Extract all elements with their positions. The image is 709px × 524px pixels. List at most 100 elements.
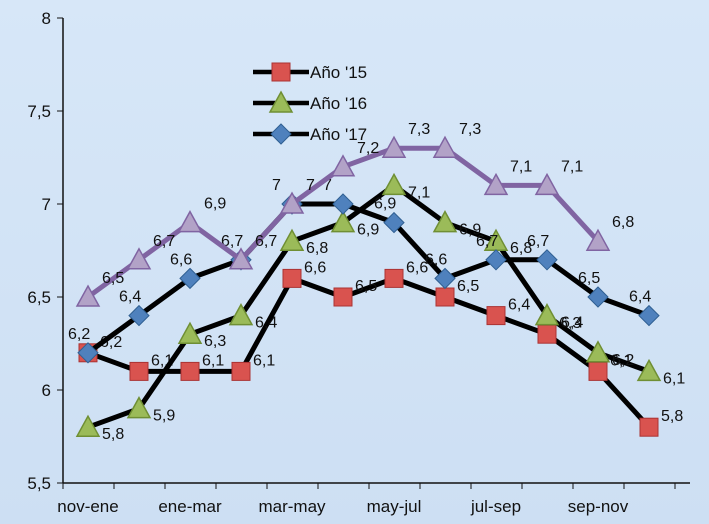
data-label: 6,4 [119,289,141,306]
data-point-marker [228,303,254,326]
axes: 5,5 6 6,5 7 7,5 8 nov-ene ene-mar mar-may may-jul… [27,9,690,516]
data-point-marker [585,228,611,251]
data-label: 6,8 [306,240,328,257]
data-label: 6,1 [663,370,685,387]
data-point-marker [77,342,99,364]
legend-label: Año '16 [310,94,367,113]
data-point-marker [587,286,609,308]
data-label: 6,9 [374,196,396,213]
data-point-marker [432,210,458,233]
data-point-marker [435,287,455,307]
data-label: 6,5 [578,270,600,287]
data-label: 6,4 [561,315,583,332]
data-label: 6,5 [355,278,377,295]
data-label: 6,7 [255,233,277,250]
x-tick-label: may-jul [367,497,422,516]
data-label: 6,9 [204,196,226,213]
legend-label: Año '15 [310,63,367,82]
data-point-marker [180,361,200,381]
y-tick-label: 6,5 [27,288,51,307]
data-point-marker [126,247,152,270]
x-tick-label: jul-sep [470,497,521,516]
x-tick-label: nov-ene [57,497,118,516]
series-line [85,201,652,356]
data-point-marker [228,247,254,270]
data-point-marker [639,417,659,437]
data-label: 6,6 [170,251,192,268]
data-label: 6,6 [406,259,428,276]
data-point-marker [588,361,608,381]
data-point-marker [75,284,101,307]
legend-label: Año '17 [310,125,367,144]
data-point-marker [534,172,560,196]
legend: Año '15 Año '16 Año '17 [253,62,367,145]
data-point-marker [279,228,305,251]
data-point-marker [432,135,458,158]
data-label: 6,7 [153,233,175,250]
data-label: 6,6 [304,259,326,276]
data-point-marker [383,211,405,234]
x-tick-label: sep-nov [568,497,629,516]
data-point-marker [231,361,251,381]
data-point-marker [585,340,611,363]
data-label: 6,4 [508,297,530,314]
data-label: 6,8 [510,240,532,257]
data-label: 6,8 [612,214,634,231]
data-point-marker [537,324,557,344]
data-label: 6,4 [629,289,651,306]
data-label: 7,1 [408,184,430,201]
data-point-marker [270,123,292,145]
data-point-marker [381,135,407,158]
data-label: 5,8 [661,408,683,425]
data-label: 6,6 [425,251,447,268]
data-point-marker [177,321,203,344]
data-label: 6,5 [102,270,124,287]
data-point-marker [381,172,407,196]
data-point-marker [483,172,509,196]
data-label: 7,3 [459,121,481,138]
y-tick-label: 8 [42,9,51,28]
data-point-marker [177,210,203,233]
data-label: 5,9 [153,408,175,425]
y-tick-label: 7,5 [27,102,51,121]
data-label: 7,1 [510,158,532,175]
y-tick-label: 6 [42,381,51,400]
y-tick-label: 7 [42,195,51,214]
data-point-marker [332,193,354,215]
data-point-marker [536,249,558,271]
x-tick-label: ene-mar [158,497,222,516]
data-point-marker [486,306,506,326]
data-label: 7,3 [408,121,430,138]
data-label: 7 [272,177,281,194]
data-point-marker [128,304,150,327]
data-point-marker [271,62,291,82]
data-label: 6,2 [612,352,634,369]
data-point-marker [434,267,456,290]
data-point-marker [485,249,507,271]
data-label: 6,4 [255,315,277,332]
data-point-marker [534,303,560,326]
data-point-marker [75,414,101,437]
data-label: 7,1 [561,158,583,175]
data-point-marker [330,210,356,233]
legend-item: Año '15 [253,62,367,82]
data-point-marker [279,191,305,214]
data-label: 7 [323,177,332,194]
data-point-marker [282,268,302,288]
data-label: 5,8 [102,426,124,443]
data-label: 6,9 [357,222,379,239]
y-tick-label: 5,5 [27,474,51,493]
data-label: 6,7 [476,233,498,250]
data-point-marker [126,396,152,419]
data-point-marker [129,361,149,381]
data-label: 6,3 [204,333,226,350]
data-label: 7 [306,177,315,194]
legend-item: Año '17 [253,123,367,145]
data-label: 6,2 [68,326,90,343]
series-4: 6,56,76,96,777,27,3 7,37,1 7,16,8 [75,121,634,307]
data-label: 6,7 [221,233,243,250]
data-point-marker [333,287,353,307]
data-label: 6,1 [202,352,224,369]
